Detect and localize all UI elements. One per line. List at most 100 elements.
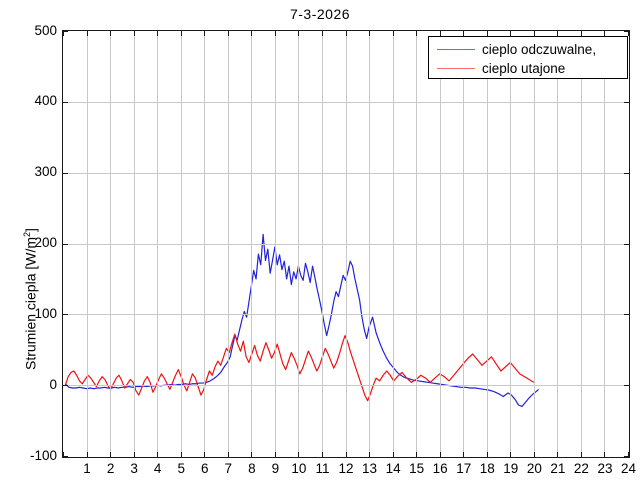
- legend[interactable]: cieplo odczuwalne, cieplo utajone: [428, 36, 628, 79]
- tick-x-bottom: [298, 452, 300, 457]
- gridline-vertical: [557, 31, 559, 457]
- tick-x-top: [227, 31, 229, 36]
- tick-y-right: [624, 385, 629, 387]
- y-tick-label: 500: [34, 22, 57, 38]
- y-tick-label: 300: [34, 164, 57, 180]
- y-axis-title-text: Strumien ciepla [W/m: [22, 236, 39, 370]
- tick-y-left: [63, 385, 68, 387]
- x-tick-label: 3: [130, 461, 138, 476]
- gridline-vertical: [180, 31, 182, 457]
- x-tick-label: 20: [526, 461, 542, 476]
- x-tick-label: 14: [385, 461, 401, 476]
- y-tick-label: -100: [29, 447, 57, 463]
- tick-x-bottom: [580, 452, 582, 457]
- x-tick-label: 24: [620, 461, 637, 476]
- gridline-vertical: [416, 31, 418, 457]
- legend-swatch-latent-heat: [437, 68, 475, 69]
- tick-x-top: [463, 31, 465, 36]
- x-tick-label: 21: [550, 461, 566, 476]
- tick-x-top: [416, 31, 418, 36]
- x-tick-label: 17: [456, 461, 472, 476]
- tick-y-left: [63, 172, 68, 174]
- tick-x-bottom: [251, 452, 253, 457]
- legend-entry-sensible-heat: cieplo odczuwalne,: [429, 40, 627, 59]
- tick-y-left: [63, 243, 68, 245]
- tick-y-left: [63, 314, 68, 316]
- tick-x-bottom: [204, 452, 206, 457]
- tick-y-left: [63, 101, 68, 103]
- gridline-vertical: [533, 31, 535, 457]
- x-tick-label: 18: [479, 461, 495, 476]
- tick-x-top: [486, 31, 488, 36]
- gridline-vertical: [204, 31, 206, 457]
- y-tick-label: 200: [34, 235, 57, 250]
- tick-y-left: [63, 31, 68, 32]
- tick-x-bottom: [63, 452, 64, 457]
- gridline-vertical: [345, 31, 347, 457]
- tick-x-bottom: [274, 452, 276, 457]
- tick-x-top: [439, 31, 441, 36]
- chart-title: 7-3-2026: [289, 6, 351, 22]
- tick-y-right: [624, 314, 629, 316]
- tick-x-top: [133, 31, 135, 36]
- gridline-vertical: [369, 31, 371, 457]
- gridline-vertical: [251, 31, 253, 457]
- tick-x-top: [180, 31, 182, 36]
- tick-x-bottom: [463, 452, 465, 457]
- gridline-vertical: [463, 31, 465, 457]
- tick-y-right: [624, 456, 629, 457]
- tick-y-right: [624, 101, 629, 103]
- x-tick-label: 22: [573, 461, 589, 476]
- gridline-vertical: [110, 31, 112, 457]
- x-tick-label: 7: [224, 461, 233, 476]
- tick-x-bottom: [369, 452, 371, 457]
- y-tick-label: 0: [49, 376, 57, 392]
- tick-x-bottom: [392, 452, 394, 457]
- gridline-vertical: [486, 31, 488, 457]
- tick-y-right: [624, 31, 629, 32]
- tick-y-right: [624, 243, 629, 245]
- x-tick-label: 11: [315, 461, 330, 476]
- legend-label-latent-heat: cieplo utajone: [482, 61, 566, 76]
- tick-x-top: [510, 31, 512, 36]
- tick-x-bottom: [157, 452, 159, 457]
- x-tick-label: 16: [432, 461, 448, 476]
- x-tick-label: 9: [271, 461, 280, 476]
- gridline-vertical: [580, 31, 582, 457]
- tick-x-top: [204, 31, 206, 36]
- tick-x-bottom: [110, 452, 112, 457]
- x-tick-label: 5: [177, 461, 185, 476]
- gridline-vertical: [274, 31, 276, 457]
- gridline-vertical: [133, 31, 135, 457]
- tick-x-bottom: [345, 452, 347, 457]
- gridline-vertical: [86, 31, 88, 457]
- x-tick-label: 13: [362, 461, 378, 476]
- tick-x-top: [274, 31, 276, 36]
- y-axis-title-bracket: ]: [22, 228, 39, 232]
- tick-x-bottom: [416, 452, 418, 457]
- tick-x-bottom: [486, 452, 488, 457]
- y-tick-label: 400: [34, 93, 57, 109]
- x-tick-label: 15: [409, 461, 425, 476]
- tick-x-top: [628, 31, 629, 36]
- tick-x-bottom: [628, 452, 629, 457]
- x-tick-label: 2: [106, 461, 115, 476]
- tick-x-bottom: [557, 452, 559, 457]
- tick-x-top: [157, 31, 159, 36]
- tick-x-top: [86, 31, 88, 36]
- x-tick-label: 6: [200, 461, 209, 476]
- x-tick-label: 23: [597, 461, 613, 476]
- tick-x-top: [63, 31, 64, 36]
- tick-x-top: [557, 31, 559, 36]
- tick-x-bottom: [227, 452, 229, 457]
- legend-entry-latent-heat: cieplo utajone: [429, 59, 627, 78]
- x-tick-label: 8: [248, 461, 256, 476]
- tick-x-top: [110, 31, 112, 36]
- tick-x-bottom: [321, 452, 323, 457]
- legend-label-sensible-heat: cieplo odczuwalne,: [482, 42, 597, 57]
- gridline-vertical: [227, 31, 229, 457]
- tick-x-top: [345, 31, 347, 36]
- tick-x-bottom: [510, 452, 512, 457]
- plot-area[interactable]: [62, 30, 630, 458]
